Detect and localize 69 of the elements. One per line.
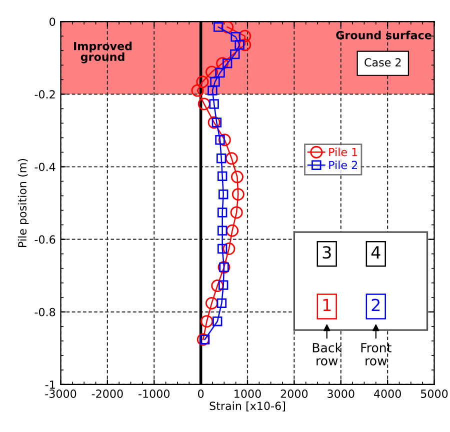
- point: [217, 171, 228, 182]
- x-axis-title: Strain [x10-6]: [210, 401, 285, 412]
- point: [225, 152, 238, 165]
- point: [221, 22, 234, 34]
- y-tick-label: -0.4: [34, 162, 56, 172]
- legend-label: Pile 1: [329, 148, 358, 156]
- point: [215, 135, 225, 145]
- point: [230, 49, 240, 60]
- annotation: Case 2: [364, 58, 401, 67]
- point: [230, 32, 240, 42]
- x-tick-label: 1000: [234, 390, 261, 398]
- point: [230, 206, 243, 219]
- point: [191, 84, 204, 97]
- point: [217, 226, 228, 236]
- point: [217, 208, 228, 218]
- point: [208, 116, 220, 129]
- point: [226, 224, 239, 237]
- point: [196, 76, 209, 88]
- point: [209, 99, 219, 109]
- x-tick-label: 4000: [374, 390, 401, 398]
- point: [196, 333, 210, 346]
- y-tick-label: -0.8: [34, 308, 56, 316]
- annotation: Ground surface: [336, 30, 432, 40]
- annotation: Back row: [312, 342, 342, 366]
- point: [212, 118, 222, 128]
- y-tick-label: 0: [50, 18, 56, 26]
- point: [198, 98, 210, 110]
- point: [238, 30, 252, 42]
- point: [218, 134, 231, 146]
- point: [200, 315, 214, 328]
- y-tick-label: -1: [45, 380, 55, 389]
- point: [218, 189, 228, 200]
- annotation: 1: [323, 298, 331, 312]
- annotation: 3: [322, 246, 331, 259]
- point: [217, 244, 228, 254]
- x-tick-label: 2000: [280, 390, 308, 398]
- point: [205, 296, 218, 310]
- y-axis-title: Pile position (m): [18, 158, 29, 247]
- point: [232, 188, 244, 201]
- y-tick-label: -0.2: [34, 90, 55, 99]
- x-tick-label: 3000: [328, 390, 354, 398]
- annotation: 4: [371, 246, 380, 258]
- point: [210, 76, 220, 87]
- point: [238, 38, 252, 52]
- x-tick-label: 5000: [420, 390, 448, 398]
- point: [222, 242, 236, 256]
- point: [216, 57, 229, 70]
- point: [212, 316, 222, 326]
- point: [205, 66, 218, 78]
- annotation: 2: [372, 298, 380, 312]
- point: [200, 334, 210, 344]
- band-label: Improved ground: [74, 42, 132, 64]
- point: [216, 154, 226, 164]
- annotation: Front row: [361, 343, 392, 366]
- x-tick-label: 0: [198, 390, 204, 398]
- point: [214, 22, 224, 32]
- point: [215, 68, 225, 78]
- point: [218, 280, 228, 290]
- point: [230, 170, 244, 184]
- x-tick-label: -1000: [138, 390, 170, 398]
- x-tick-label: -2000: [92, 390, 123, 398]
- point: [234, 40, 244, 50]
- point: [216, 298, 227, 308]
- x-tick-label: -3000: [45, 390, 76, 398]
- point: [211, 280, 224, 292]
- y-tick-label: -0.6: [34, 235, 56, 244]
- legend-label: Pile 2: [329, 160, 358, 170]
- point: [208, 86, 218, 96]
- point: [222, 58, 232, 68]
